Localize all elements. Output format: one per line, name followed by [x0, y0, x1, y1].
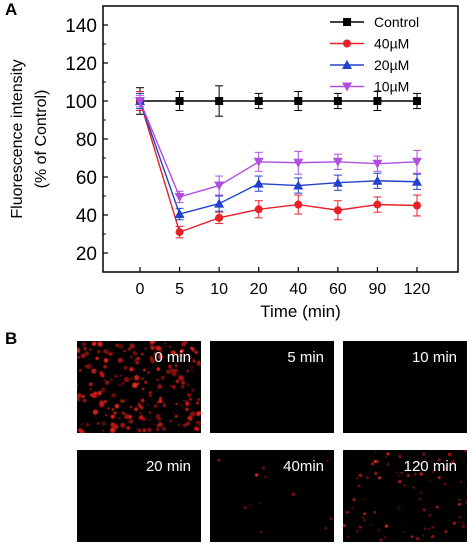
series-3-point-2 — [214, 181, 225, 191]
legend-label-1: 40µM — [374, 36, 409, 52]
series-1-line — [139, 100, 418, 234]
legend-label-2: 20µM — [374, 57, 409, 73]
y-tick-label-40: 40 — [76, 206, 97, 227]
micrograph-0-min: 0 min — [77, 341, 201, 433]
x-tick-label-90: 90 — [369, 281, 387, 298]
series-0-point-3 — [254, 97, 263, 105]
series-1-point-3 — [254, 205, 263, 214]
series-3-point-7 — [411, 157, 422, 167]
panel-b-label: B — [5, 329, 18, 348]
x-tick-label-5: 5 — [175, 281, 184, 298]
micrograph-40-min: 40min — [210, 450, 334, 542]
micrograph-5-min: 5 min — [210, 341, 334, 433]
series-3-point-0 — [135, 97, 145, 106]
series-1-point-6 — [373, 200, 382, 209]
series-0-point-6 — [373, 97, 382, 105]
panel-a-label: A — [5, 0, 18, 19]
series-2-point-5 — [332, 177, 343, 187]
series-1-point-1 — [175, 228, 184, 237]
micrograph-120-min-image — [343, 450, 467, 542]
series-0-point-2 — [215, 97, 224, 105]
series-3-line — [139, 100, 418, 198]
series-3-point-6 — [372, 159, 383, 169]
series-1-point-2 — [215, 213, 224, 222]
y-axis-label-line1: Fluorescence intensity — [9, 59, 26, 218]
y-tick-label-20: 20 — [76, 244, 97, 265]
series-3-point-5 — [332, 157, 343, 167]
x-tick-label-60: 60 — [329, 281, 347, 298]
micrograph-10-min: 10 min — [343, 341, 467, 433]
micrograph-20-min-image — [77, 450, 201, 542]
y-tick-label-100: 100 — [65, 92, 97, 113]
legend-marker-0 — [343, 18, 351, 26]
series-3-point-1 — [174, 192, 185, 202]
legend-marker-1 — [343, 39, 351, 48]
x-tick-label-120: 120 — [404, 281, 431, 298]
series-2-point-3 — [253, 178, 264, 188]
y-tick-label-60: 60 — [76, 168, 97, 189]
micrograph-5-min-image — [210, 341, 334, 433]
y-axis-label-line2: (% of Control) — [33, 90, 50, 189]
x-tick-label-20: 20 — [250, 281, 268, 298]
micrograph-0-min-label: 0 min — [154, 349, 191, 366]
series-1-point-5 — [333, 206, 342, 215]
series-2-point-1 — [174, 209, 185, 219]
x-tick-label-0: 0 — [136, 281, 145, 298]
line-chart: 20 40 60 80 100 120 140 0 5 10 20 40 60 90 120 Time (mi… — [9, 5, 459, 321]
legend-label-0: Control — [374, 14, 419, 30]
micrograph-10-min-label: 10 min — [411, 349, 457, 366]
y-tick-label-120: 120 — [65, 54, 97, 75]
legend-label-3: 10µM — [374, 79, 409, 95]
series-2-point-6 — [372, 175, 383, 185]
series-0-point-4 — [294, 97, 303, 105]
x-tick-label-40: 40 — [289, 281, 307, 298]
legend-marker-2 — [342, 60, 352, 69]
legend-marker-3 — [342, 82, 352, 92]
series-2-point-4 — [293, 180, 304, 190]
series-2-line — [139, 100, 418, 215]
micrograph-40-min-image — [210, 450, 334, 542]
micrograph-20-min-label: 20 min — [145, 458, 191, 475]
micrograph-10-min-image — [343, 341, 467, 433]
x-axis-label: Time (min) — [260, 302, 341, 321]
micrograph-40-min-label: 40min — [283, 458, 324, 475]
micrograph-5-min-label: 5 min — [287, 349, 324, 366]
series-1-point-4 — [294, 200, 303, 209]
y-tick-label-80: 80 — [76, 130, 97, 151]
series-3-point-3 — [253, 157, 264, 167]
series-3-point-4 — [293, 158, 304, 168]
micrograph-20-min: 20 min — [77, 450, 201, 542]
series-0-point-1 — [175, 97, 184, 105]
series-1-point-7 — [412, 201, 421, 210]
series-2-point-7 — [411, 176, 422, 186]
series-2-point-2 — [214, 198, 225, 208]
series-0-point-7 — [412, 97, 421, 105]
micrograph-0-min-image — [77, 341, 201, 433]
series-0-point-5 — [333, 97, 342, 105]
x-tick-label-10: 10 — [210, 281, 228, 298]
y-tick-label-140: 140 — [65, 16, 97, 37]
micrograph-120-min: 120 min — [343, 450, 467, 542]
micrograph-120-min-label: 120 min — [403, 458, 457, 475]
